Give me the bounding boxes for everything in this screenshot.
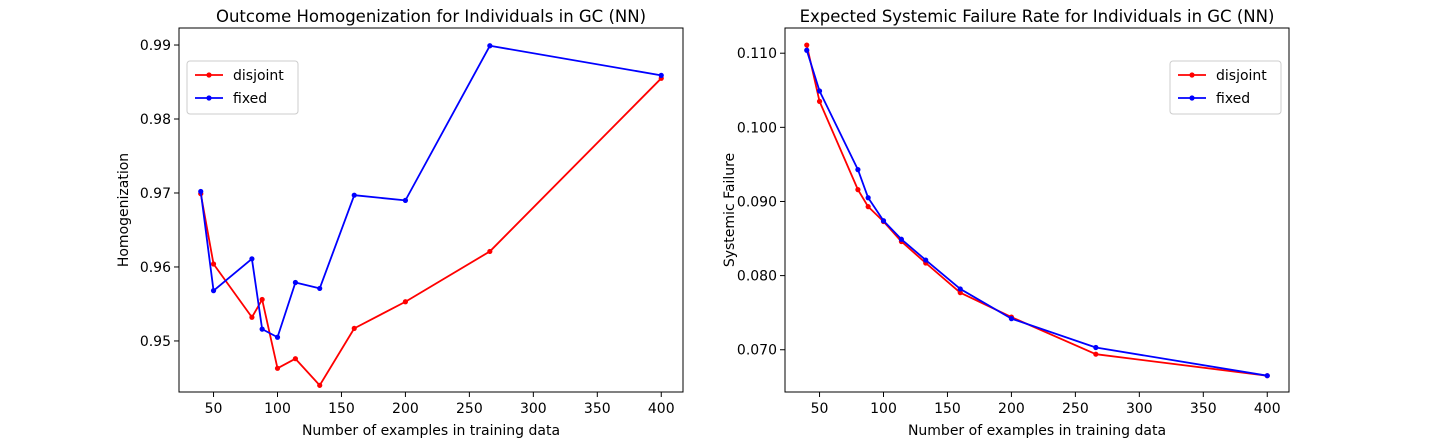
data-point-disjoint <box>351 325 357 331</box>
legend-label-disjoint: disjoint <box>233 68 284 84</box>
y-tick-label: 0.98 <box>140 112 171 128</box>
x-tick-label: 400 <box>648 401 675 417</box>
legend: disjoint fixed <box>1169 60 1282 115</box>
data-point-fixed <box>198 188 204 195</box>
data-point-disjoint <box>210 261 217 267</box>
data-point-fixed <box>865 195 871 201</box>
chart-2: Expected Systemic Failure Rate for Indiv… <box>722 7 1290 439</box>
y-tick-label: 0.99 <box>140 38 171 54</box>
data-point-disjoint <box>487 248 493 255</box>
legend-marker-disjoint <box>1189 72 1195 78</box>
data-point-fixed <box>957 286 963 292</box>
x-axis-label: Number of examples in training data <box>908 423 1166 439</box>
y-tick-label: 0.070 <box>737 343 777 359</box>
legend-marker-fixed <box>1189 95 1195 101</box>
chart-1: Outcome Homogenization for Individuals i… <box>116 7 684 439</box>
chart-title: Expected Systemic Failure Rate for Indiv… <box>800 7 1275 26</box>
data-point-fixed <box>259 326 265 332</box>
data-point-disjoint <box>816 98 823 104</box>
x-tick-label: 200 <box>392 401 419 417</box>
x-tick-label: 100 <box>264 401 291 417</box>
data-point-fixed <box>292 279 299 286</box>
x-tick-label: 350 <box>584 401 611 417</box>
y-tick-label: 0.080 <box>737 269 777 285</box>
y-tick-label: 0.95 <box>140 334 171 350</box>
data-point-fixed <box>804 47 810 53</box>
legend-marker-disjoint <box>206 72 212 78</box>
data-point-fixed <box>880 218 887 224</box>
y-tick-label: 0.110 <box>737 46 777 62</box>
data-point-fixed <box>274 334 281 340</box>
legend-label-fixed: fixed <box>233 91 267 107</box>
legend-label-fixed: fixed <box>1216 91 1250 107</box>
y-tick-label: 0.96 <box>140 260 171 276</box>
plot-frame <box>784 27 1290 393</box>
x-tick-label: 350 <box>1190 401 1217 417</box>
data-point-fixed <box>1093 344 1099 351</box>
x-tick-label: 150 <box>328 401 355 417</box>
x-axis-label: Number of examples in training data <box>302 423 560 439</box>
data-point-fixed <box>898 236 905 242</box>
x-tick-label: 300 <box>520 401 547 417</box>
legend-label-disjoint: disjoint <box>1216 68 1267 84</box>
y-axis-label: Homogenization <box>116 153 132 267</box>
data-point-disjoint <box>249 314 255 320</box>
data-point-fixed <box>249 256 255 262</box>
x-tick-label: 200 <box>998 401 1025 417</box>
data-point-disjoint <box>1093 351 1099 357</box>
data-point-disjoint <box>259 296 265 303</box>
y-tick-label: 0.100 <box>737 120 777 136</box>
data-point-fixed <box>1264 373 1270 379</box>
x-tick-label: 150 <box>934 401 961 417</box>
plot-frame <box>178 27 684 393</box>
data-point-disjoint <box>855 187 861 193</box>
data-point-disjoint <box>402 299 409 305</box>
legend-marker-fixed <box>206 95 212 101</box>
y-axis-label: Systemic Failure <box>722 153 738 267</box>
legend: disjoint fixed <box>186 60 299 115</box>
data-point-disjoint <box>317 382 323 388</box>
x-tick-label: 50 <box>205 401 223 417</box>
x-tick-label: 100 <box>870 401 897 417</box>
data-point-fixed <box>816 88 823 94</box>
data-point-disjoint <box>957 290 963 296</box>
data-point-fixed <box>317 285 323 292</box>
x-tick-label: 50 <box>811 401 829 417</box>
data-point-disjoint <box>865 204 871 210</box>
x-tick-label: 250 <box>1062 401 1089 417</box>
data-point-fixed <box>658 72 664 78</box>
data-point-fixed <box>351 192 357 198</box>
data-point-fixed <box>210 288 217 294</box>
x-tick-label: 250 <box>456 401 483 417</box>
y-tick-label: 0.090 <box>737 194 777 210</box>
data-point-fixed <box>923 257 929 263</box>
data-point-disjoint <box>274 365 281 371</box>
x-tick-label: 300 <box>1126 401 1153 417</box>
y-tick-label: 0.97 <box>140 186 171 202</box>
data-point-fixed <box>487 43 493 49</box>
data-point-disjoint <box>804 42 810 48</box>
data-point-fixed <box>855 167 861 173</box>
x-tick-label: 400 <box>1254 401 1281 417</box>
chart-title: Outcome Homogenization for Individuals i… <box>216 7 646 26</box>
data-point-fixed <box>1008 316 1015 322</box>
data-point-fixed <box>402 197 409 203</box>
data-point-disjoint <box>292 356 299 362</box>
